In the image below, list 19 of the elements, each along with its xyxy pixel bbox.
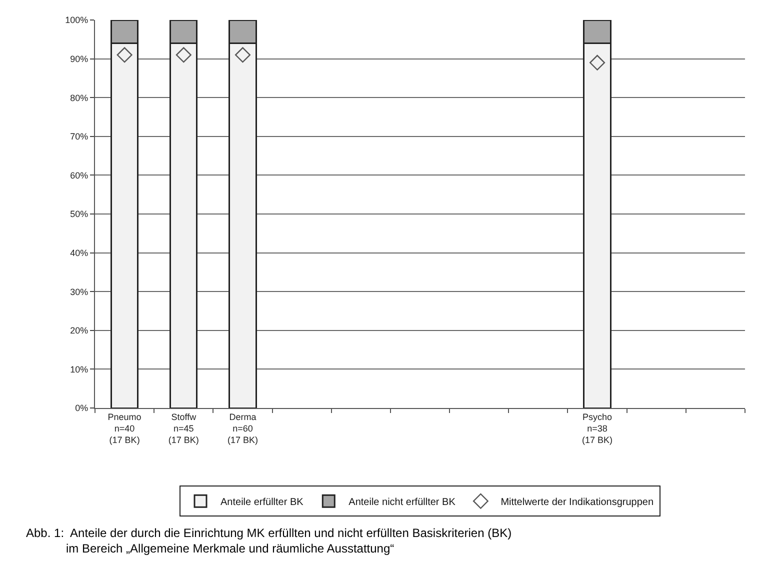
y-tick-label: 100%: [65, 15, 88, 26]
y-tick-label: 80%: [70, 92, 88, 103]
y-tick-label: 30%: [70, 286, 88, 297]
caption: Abb. 1: Anteile der durch die Einrichtung MK erfüllten und nicht erfüllten Basiskriterien (BK) im Bereich „Allgemeine Merkmale und räumliche Ausstattung“: [26, 526, 512, 556]
x-tick-label: Stoffw n=45 (17 BK): [168, 412, 199, 446]
y-tick-label: 20%: [70, 326, 88, 336]
legend-label: Anteile nicht erfüllter BK: [348, 497, 456, 508]
legend-label: Mittelwerte der Indikationsgruppen: [500, 497, 654, 508]
y-tick-label: 40%: [70, 248, 88, 258]
y-tick-label: 60%: [70, 170, 88, 180]
x-tick-label: Derma n=60 (17 BK): [227, 412, 258, 446]
x-tick-label: Pneumo n=40 (17 BK): [108, 412, 142, 446]
y-tick-label: 70%: [70, 132, 88, 142]
x-tick-label: Psycho n=38 (17 BK): [582, 412, 613, 446]
legend-label: Anteile erfüllter BK: [220, 497, 304, 508]
y-tick-label: 90%: [70, 54, 88, 64]
y-tick-label: 10%: [70, 364, 88, 374]
y-tick-label: 0%: [75, 403, 88, 414]
y-tick-label: 50%: [70, 209, 88, 220]
